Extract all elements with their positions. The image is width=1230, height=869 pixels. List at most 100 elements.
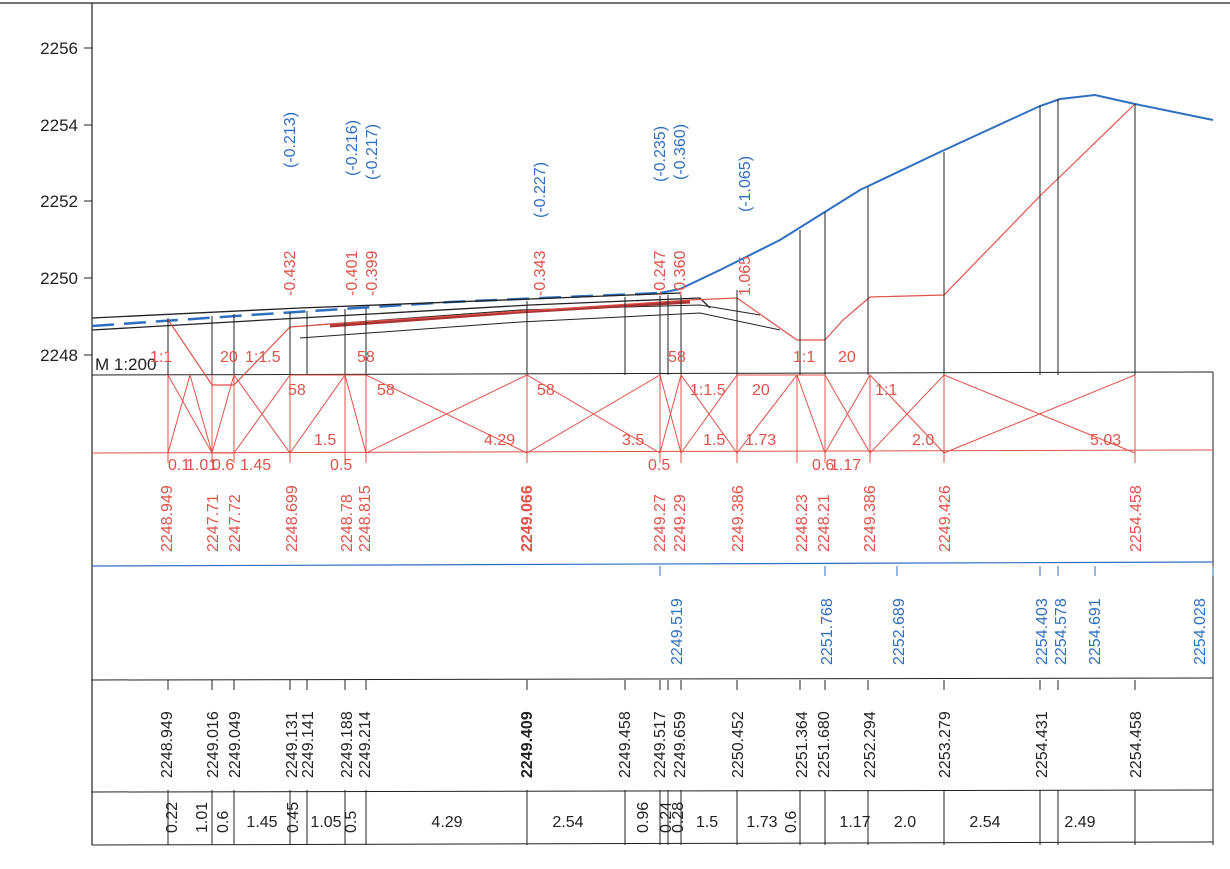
design-elevation: 2249.066 [519,485,536,552]
y-tick-label: 2248 [40,346,78,365]
band-lines [167,373,1214,845]
width-label: 5.03 [1090,432,1121,449]
ground-elevation: 2252.689 [891,598,908,665]
ground-offset-label: (-0.235) [652,126,669,182]
existing-elevation: 2252.294 [862,711,879,778]
ground-offset-label: (-0.216) [344,120,361,176]
red-band-line [91,449,1214,454]
band-line-3 [91,677,1214,681]
existing-elevation: 2251.680 [816,711,833,778]
width-label: 1.45 [240,457,271,474]
design-elevation: 2248.699 [284,485,301,552]
existing-elevation: 2249.131 [284,711,301,778]
width-label: 0.6 [212,457,234,474]
pavement [329,300,691,328]
existing-elevation: 2249.141 [300,711,317,778]
existing-elevation: 2249.214 [357,711,374,778]
design-elevation: 2249.29 [672,494,689,552]
slope-label: 1:1 [793,349,815,366]
slope-label: 58 [668,349,686,366]
road-layer-3 [299,312,781,339]
distance-label: 0.24 [658,802,675,833]
design-elevation: 2247.71 [205,494,222,552]
band-line-4 [91,789,1214,793]
existing-elevation: 2254.458 [1128,711,1145,778]
slope-label: 58 [377,382,395,399]
distance-label: 0.6 [783,811,800,833]
slope-triangles-2 [167,373,1136,455]
design-offset-label: 1.065 [737,256,754,296]
y-axis: 2256 2254 2252 2250 2248 M 1:200 [40,39,156,374]
width-label: 3.5 [622,432,644,449]
design-elevation: 2254.458 [1128,485,1145,552]
ground-elevation: 2254.578 [1053,598,1070,665]
design-elevation: 2248.949 [159,485,176,552]
design-offset-label: -0.399 [364,251,381,296]
distance-label: 0.22 [164,802,181,833]
design-offset-label: -0.360 [672,251,689,296]
slope-label: 58 [288,382,306,399]
existing-elevation: 2254.431 [1034,711,1051,778]
design-offset-label: -0.401 [344,251,361,296]
slope-label: 1:1 [875,382,897,399]
width-label: 0.1 [168,457,190,474]
design-elevation: 2248.23 [794,494,811,552]
design-elevation: 2247.72 [227,494,244,552]
distance-label: 0.45 [285,802,302,833]
ground-elevation: 2254.691 [1087,598,1104,665]
distance-label: 1.45 [246,814,277,831]
y-tick-label: 2254 [40,116,78,135]
design-offset-label: -0.247 [652,251,669,296]
slope-label: 1:1 [150,349,172,366]
road-top [91,292,681,319]
existing-elevation: 2249.517 [652,711,669,778]
existing-elevation: 2251.364 [794,711,811,778]
distance-label: 1.73 [746,814,777,831]
design-offset-label: -0.343 [532,251,549,296]
existing-elevation: 2249.188 [339,711,356,778]
ground-offset-label: (-0.360) [672,124,689,180]
distance-label: 2.0 [894,814,916,831]
frame [0,2,1230,846]
scale-label: M 1:200 [95,355,156,374]
ground-offset-label: (-0.217) [364,124,381,180]
y-tick-label: 2252 [40,192,78,211]
ground-elevation: 2249.519 [669,598,686,665]
slope-label: 58 [357,349,375,366]
slope-label: 1:1.5 [690,382,726,399]
width-label: 2.0 [912,432,934,449]
distance-label: 1.17 [839,814,870,831]
ground-elevation: 2251.768 [819,598,836,665]
design-elevation: 2248.815 [357,485,374,552]
distance-label: 2.54 [552,814,583,831]
ground-offset-label: (-0.227) [532,162,549,218]
existing-elevation: 2253.279 [937,711,954,778]
design-elevation: 2249.426 [937,485,954,552]
slope-label: 20 [220,349,238,366]
labels: (-0.213) (-0.216) (-0.217) (-0.227) (-0.235)… [150,112,1209,833]
design-elevation: 2249.386 [862,485,879,552]
ground-elevation: 2254.403 [1034,598,1051,665]
existing-elevation: 2249.016 [205,711,222,778]
design-elevation: 2248.21 [816,494,833,552]
ground-elevation: 2254.028 [1192,598,1209,665]
distance-label: 1.01 [194,802,211,833]
y-tick-label: 2256 [40,39,78,58]
ground-offset-label: (-0.213) [282,112,299,168]
existing-elevation: 2249.049 [227,711,244,778]
ground-offset-label: (-1.065) [737,156,754,212]
distance-label: 1.05 [310,814,341,831]
width-label: 4.29 [484,432,515,449]
distance-label: 0.6 [215,811,232,833]
width-label: 1.73 [745,432,776,449]
profile-lines [91,93,1214,386]
distance-label: 2.54 [969,814,1000,831]
bottom-border [91,841,1214,846]
existing-elevation: 2248.949 [159,711,176,778]
road-layer [91,297,711,331]
width-label: 0.5 [330,457,352,474]
existing-elevation: 2249.409 [519,711,536,778]
width-label: 0.6 [812,457,834,474]
existing-elevation: 2249.458 [617,711,634,778]
